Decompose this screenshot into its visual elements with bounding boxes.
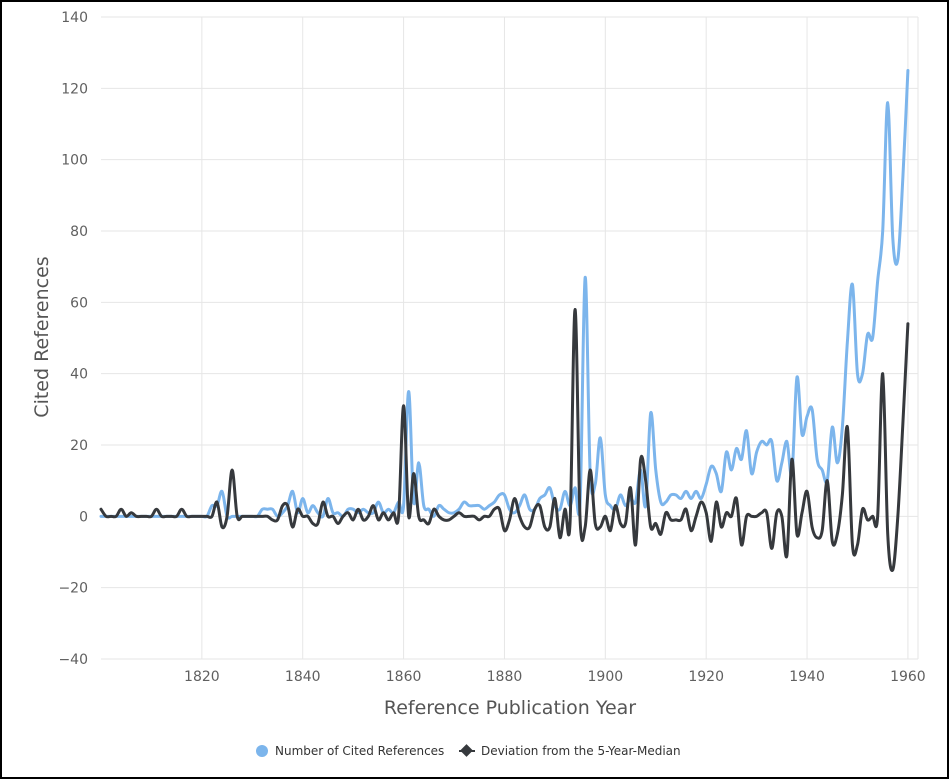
legend-label-deviation: Deviation from the 5-Year-Median <box>481 744 681 758</box>
legend-item-deviation[interactable]: Deviation from the 5-Year-Median <box>459 744 681 758</box>
legend-label-cited-references: Number of Cited References <box>275 744 444 758</box>
y-tick-label: 0 <box>79 509 88 525</box>
y-tick-label: 60 <box>70 295 88 311</box>
y-tick-label: 100 <box>61 153 88 169</box>
y-axis-ticks: −40 −20 0 20 40 60 80 100 120 140 <box>58 10 88 668</box>
legend-circle-marker-icon <box>256 745 268 757</box>
x-axis-title: Reference Publication Year <box>384 697 636 719</box>
y-tick-label: 80 <box>70 224 88 240</box>
series-line-deviation[interactable] <box>99 307 910 572</box>
y-tick-label: −40 <box>58 652 88 668</box>
series-lines <box>99 69 910 572</box>
y-axis-title: Cited References <box>31 256 53 417</box>
legend-item-cited-references[interactable]: Number of Cited References <box>256 744 444 758</box>
x-tick-label: 1940 <box>789 669 825 685</box>
x-tick-label: 1920 <box>688 669 724 685</box>
y-tick-label: −20 <box>58 581 88 597</box>
y-tick-label: 40 <box>70 367 88 383</box>
grid-lines <box>101 16 919 660</box>
x-tick-label: 1860 <box>386 669 422 685</box>
y-tick-label: 20 <box>70 438 88 454</box>
series-line-cited-references[interactable] <box>99 69 910 520</box>
x-axis-ticks: 1820 1840 1860 1880 1900 1920 1940 1960 <box>184 669 926 685</box>
y-tick-label: 140 <box>61 10 88 26</box>
legend: Number of Cited References Deviation fro… <box>256 744 681 758</box>
y-tick-label: 120 <box>61 81 88 97</box>
x-tick-label: 1900 <box>588 669 624 685</box>
x-tick-label: 1820 <box>184 669 220 685</box>
x-tick-label: 1960 <box>890 669 926 685</box>
x-tick-label: 1880 <box>487 669 523 685</box>
x-tick-label: 1840 <box>285 669 321 685</box>
legend-diamond-marker-icon <box>460 744 473 757</box>
